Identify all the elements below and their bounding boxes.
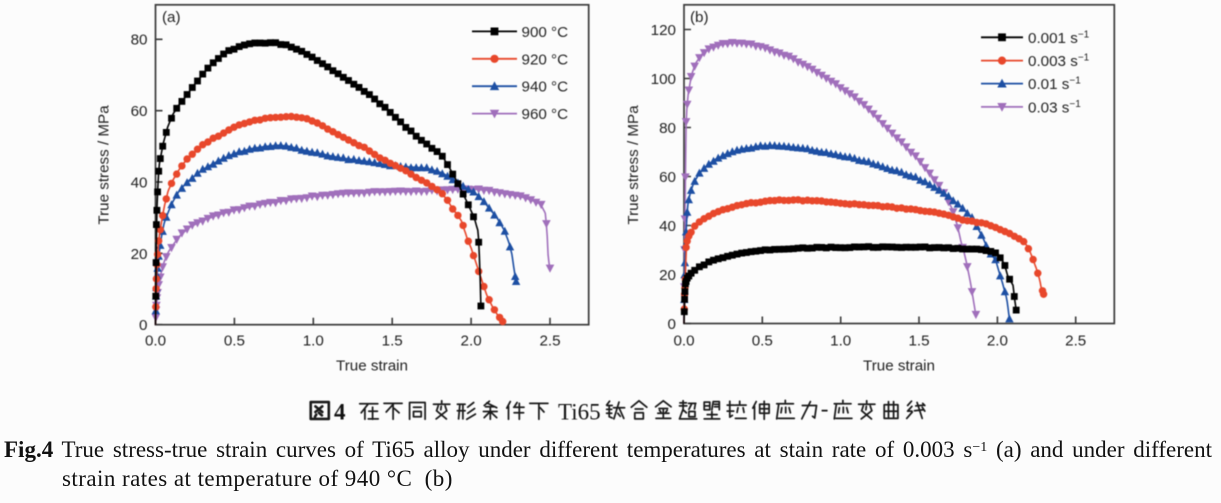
svg-text:0.03 s−1: 0.03 s−1 [1028, 99, 1081, 117]
svg-text:1.5: 1.5 [382, 332, 403, 349]
svg-text:2.5: 2.5 [539, 332, 560, 349]
svg-text:20: 20 [131, 246, 148, 263]
svg-text:960 °C: 960 °C [522, 106, 569, 123]
svg-text:Ti65: Ti65 [558, 400, 601, 425]
svg-text:40: 40 [659, 218, 676, 235]
svg-text:60: 60 [131, 103, 148, 120]
svg-text:40: 40 [131, 174, 148, 191]
svg-text:True strain: True strain [863, 357, 935, 374]
svg-text:1.0: 1.0 [830, 332, 851, 349]
svg-text:0.5: 0.5 [752, 332, 773, 349]
svg-text:2.5: 2.5 [1065, 332, 1086, 349]
svg-text:20: 20 [659, 267, 676, 284]
svg-text:4: 4 [334, 400, 346, 425]
svg-text:0.01 s−1: 0.01 s−1 [1028, 76, 1081, 94]
svg-text:80: 80 [659, 120, 676, 137]
svg-text:(a): (a) [162, 9, 181, 26]
svg-text:920 °C: 920 °C [522, 51, 569, 68]
svg-text:0: 0 [668, 316, 676, 333]
svg-text:1.5: 1.5 [908, 332, 929, 349]
svg-text:0.001 s−1: 0.001 s−1 [1028, 29, 1090, 47]
svg-text:True stress / MPa: True stress / MPa [625, 105, 642, 225]
svg-text:120: 120 [651, 22, 676, 39]
svg-text:0.0: 0.0 [145, 332, 166, 349]
svg-text:0: 0 [139, 317, 147, 334]
svg-text:(b): (b) [690, 9, 709, 26]
svg-text:0.0: 0.0 [673, 332, 694, 349]
svg-text:True stress / MPa: True stress / MPa [96, 105, 113, 225]
svg-text:60: 60 [659, 169, 676, 186]
svg-text:-: - [821, 396, 829, 421]
svg-text:0.003 s−1: 0.003 s−1 [1028, 53, 1090, 71]
svg-text:1.0: 1.0 [303, 332, 324, 349]
svg-text:940 °C: 940 °C [522, 79, 569, 96]
svg-text:True strain: True strain [336, 357, 408, 374]
svg-text:0.5: 0.5 [224, 332, 245, 349]
svg-text:100: 100 [651, 71, 676, 88]
svg-text:2.0: 2.0 [461, 332, 482, 349]
svg-text:900 °C: 900 °C [522, 24, 569, 41]
svg-text:80: 80 [131, 32, 148, 49]
svg-text:2.0: 2.0 [987, 332, 1008, 349]
